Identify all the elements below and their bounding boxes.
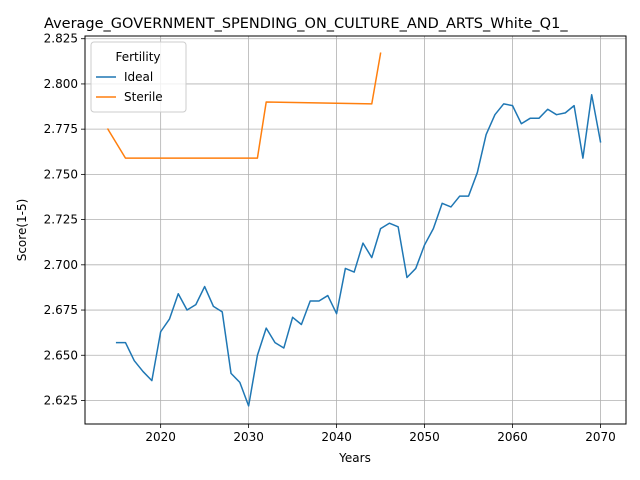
- legend-label-ideal: Ideal: [124, 70, 153, 84]
- x-tick-label: 2070: [585, 430, 616, 444]
- plot-frame: [84, 35, 627, 425]
- x-tick-label: 2040: [321, 430, 352, 444]
- legend-label-sterile: Sterile: [124, 90, 163, 104]
- y-tick-label: 2.775: [44, 122, 78, 136]
- y-tick-label: 2.725: [44, 213, 78, 227]
- y-tick-label: 2.750: [44, 167, 78, 181]
- y-tick-label: 2.700: [44, 258, 78, 272]
- series-line-ideal: [115, 94, 602, 407]
- y-tick-label: 2.800: [44, 77, 78, 91]
- series-line-sterile: [106, 52, 382, 159]
- y-axis-label: Score(1-5): [15, 199, 29, 262]
- y-tick-label: 2.625: [44, 393, 78, 407]
- legend-box: [90, 41, 187, 113]
- tick-layer: 2020 2030 2040 2050 2060 2070 2.625 2.650 2.675 2…: [44, 32, 616, 444]
- x-tick-label: 2030: [233, 430, 264, 444]
- x-tick-label: 2060: [497, 430, 528, 444]
- grid-layer: [85, 36, 626, 424]
- y-tick-label: 2.650: [44, 348, 78, 362]
- x-tick-label: 2020: [145, 430, 176, 444]
- x-axis-label: Years: [338, 451, 371, 465]
- legend: Fertility Ideal Sterile: [90, 41, 187, 113]
- legend-title: Fertility: [115, 50, 160, 64]
- chart-title: Average_GOVERNMENT_SPENDING_ON_CULTURE_A…: [44, 16, 568, 32]
- y-tick-label: 2.825: [44, 32, 78, 46]
- series-layer: [106, 52, 602, 407]
- y-tick-label: 2.675: [44, 303, 78, 317]
- x-tick-label: 2050: [409, 430, 440, 444]
